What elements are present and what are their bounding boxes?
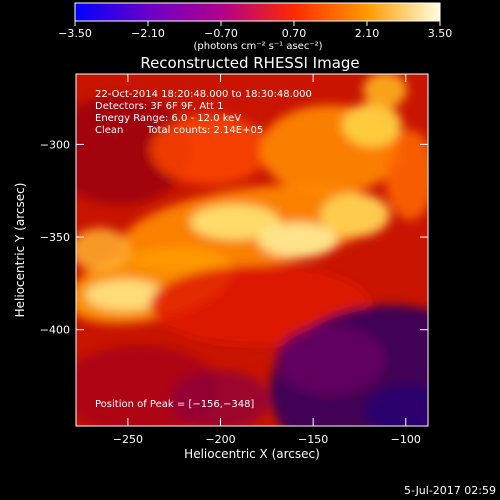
colorbar-tick-label: −2.10 <box>131 27 165 40</box>
image-emission <box>76 74 428 426</box>
y-tick-label: −350 <box>40 231 70 244</box>
annotation-energy: Energy Range: 6.0 - 12.0 keV <box>95 113 241 124</box>
y-tick-label: −300 <box>40 138 70 151</box>
x-axis-ticks: −250 −200 −150 −100 <box>113 74 421 446</box>
annotation-counts: Total counts: 2.14E+05 <box>146 125 263 136</box>
emission-region <box>275 325 385 395</box>
colorbar-tick-label: 0.70 <box>282 27 307 40</box>
footer-date: 5-Jul-2017 02:59 <box>404 484 496 497</box>
emission-region <box>320 193 390 237</box>
emission-region <box>258 222 338 258</box>
annotation-time: 22-Oct-2014 18:20:48.000 to 18:30:48.000 <box>95 89 312 100</box>
emission-region <box>385 130 428 220</box>
emission-region <box>76 228 130 272</box>
annotation-clean: Clean <box>95 125 123 136</box>
x-tick-label: −150 <box>298 433 328 446</box>
y-axis-ticks: −300 −350 −400 <box>40 138 428 337</box>
emission-region <box>365 385 428 426</box>
emission-region <box>170 370 270 426</box>
annotation-detectors: Detectors: 3F 6F 9F, Att 1 <box>95 101 223 112</box>
x-axis-label: Heliocentric X (arcsec) <box>184 447 320 461</box>
y-axis-label: Heliocentric Y (arcsec) <box>13 183 27 318</box>
emission-region <box>76 95 190 205</box>
x-tick-label: −250 <box>113 433 143 446</box>
plot-frame <box>75 73 429 427</box>
x-tick-label: −200 <box>205 433 235 446</box>
emission-region <box>85 279 165 311</box>
emission-region <box>342 103 402 147</box>
colorbar-tick-label: 2.10 <box>355 27 380 40</box>
emission-region <box>190 204 280 240</box>
annotation-peak: Position of Peak = [−156,−348] <box>95 399 254 410</box>
x-tick-label: −100 <box>391 433 421 446</box>
colorbar-ticks: −3.50 −2.10 −0.70 0.70 2.10 3.50 <box>58 21 452 40</box>
colorbar-tick-label: −3.50 <box>58 27 92 40</box>
colorbar-tick-label: 3.50 <box>428 27 453 40</box>
colorbar-unit-label: (photons cm⁻² s⁻¹ asec⁻²) <box>193 41 322 52</box>
colorbar <box>74 2 441 22</box>
chart-title: Reconstructed RHESSI Image <box>140 54 359 72</box>
emission-region <box>363 74 407 108</box>
emission-region <box>150 115 270 185</box>
colorbar-tick-label: −0.70 <box>204 27 238 40</box>
y-tick-label: −400 <box>40 324 70 337</box>
